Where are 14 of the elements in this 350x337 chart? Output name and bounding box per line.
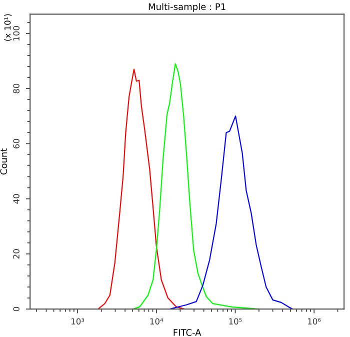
y-tick-label: 40 [13, 194, 20, 204]
y-tick-label: 20 [13, 249, 20, 259]
y-tick-label: 80 [13, 84, 20, 94]
x-tick-label: 10³ [72, 318, 84, 325]
y-tick-label: 100 [13, 26, 20, 40]
chart-title: Multi-sample : P1 [148, 3, 226, 12]
text: (x 10¹) [4, 14, 12, 41]
x-tick-label: 10⁶ [308, 318, 321, 325]
x-tick-label: 10⁴ [150, 318, 164, 325]
y-tick-label: 0 [13, 306, 20, 312]
x-axis-title: FITC-A [174, 329, 202, 336]
y-axis-title: Count [0, 148, 8, 174]
x-tick-label: 10⁵ [229, 318, 242, 325]
y-tick-label: 60 [13, 138, 20, 148]
